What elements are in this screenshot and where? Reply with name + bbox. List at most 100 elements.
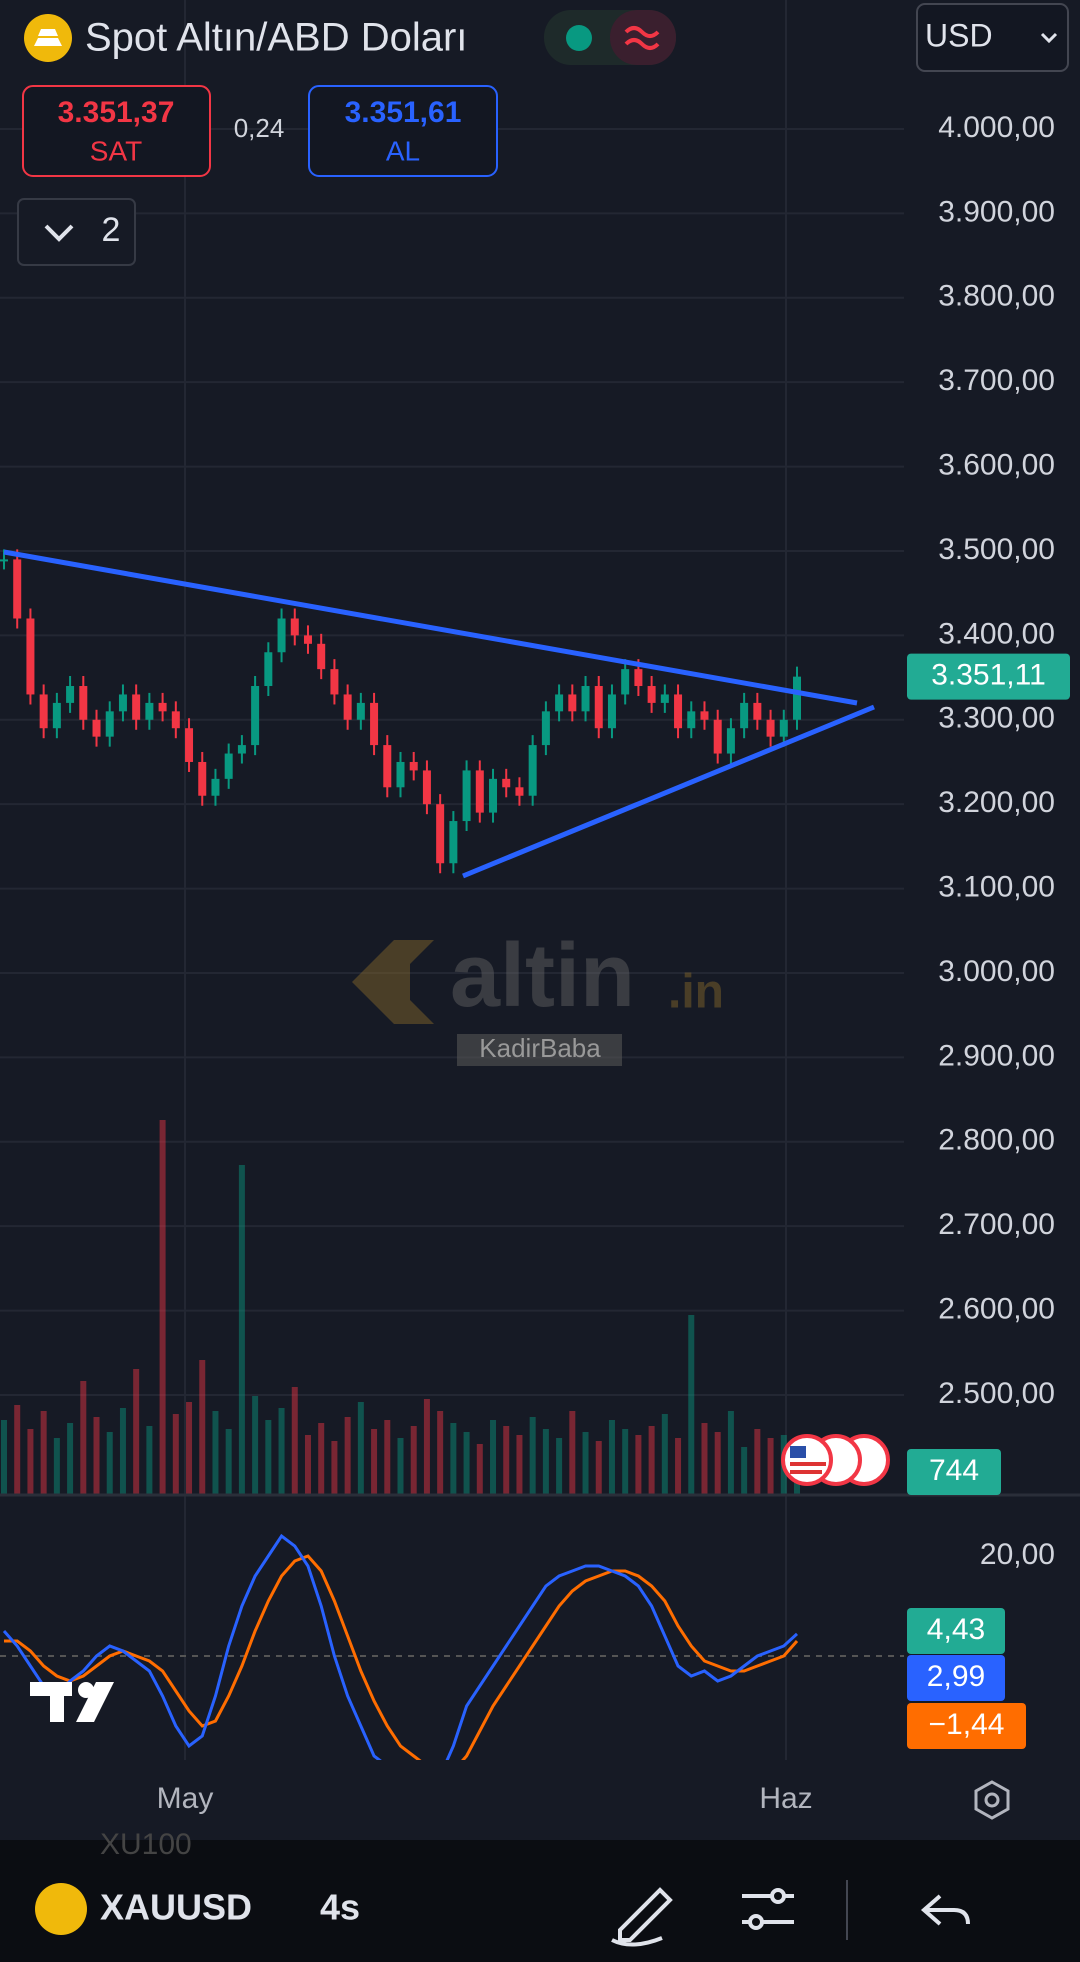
volume-bar xyxy=(767,1438,774,1495)
y-tick-label: 3.400,00 xyxy=(938,617,1055,650)
author: KadirBaba xyxy=(479,1033,601,1063)
ghost-symbol: XU100 xyxy=(100,1828,192,1861)
volume-bar xyxy=(701,1423,708,1495)
volume-bar xyxy=(357,1402,364,1495)
title: Spot Altın/ABD Doları xyxy=(85,16,467,60)
buy-price: 3.351,61 xyxy=(345,96,462,129)
volume-bar xyxy=(252,1396,259,1495)
volume-bar xyxy=(529,1417,536,1495)
buy-button[interactable] xyxy=(308,85,498,177)
settings-icon[interactable] xyxy=(974,1780,1010,1820)
spread: 0,24 xyxy=(234,113,285,143)
buy-label: AL xyxy=(386,135,420,166)
volume-bar xyxy=(93,1417,100,1495)
currency: USD xyxy=(925,17,993,53)
y-tick-label: 3.900,00 xyxy=(938,195,1055,228)
indicator-count: 2 xyxy=(102,211,121,249)
y-tick-label: 2.700,00 xyxy=(938,1208,1055,1241)
volume-bar xyxy=(278,1408,285,1495)
volume-bar xyxy=(199,1360,206,1495)
volume-bar xyxy=(291,1387,298,1495)
settings-sliders[interactable] xyxy=(742,1888,794,1930)
undo[interactable] xyxy=(920,1894,970,1926)
tv-logo xyxy=(30,1682,114,1722)
volume-bar xyxy=(714,1432,721,1495)
event-flags[interactable] xyxy=(781,1434,890,1486)
volume-bar xyxy=(450,1423,457,1495)
wave-icon xyxy=(624,26,660,50)
volume-bar xyxy=(741,1447,748,1495)
volume-bar xyxy=(1,1420,7,1495)
volume-bar xyxy=(212,1411,219,1495)
chevron xyxy=(44,224,74,242)
volume-bar xyxy=(80,1381,87,1495)
watermark-brand: altin xyxy=(450,926,635,1026)
volume-bar xyxy=(503,1426,510,1495)
y-tick-label: 3.000,00 xyxy=(938,955,1055,988)
volume-bar xyxy=(384,1420,391,1495)
value-tag-label: 744 xyxy=(929,1454,979,1487)
currency-select[interactable] xyxy=(916,3,1069,72)
sell-price: 3.351,37 xyxy=(58,96,175,129)
y-tick-label: 3.300,00 xyxy=(938,702,1055,735)
volume-bar xyxy=(476,1444,483,1495)
volume-bar xyxy=(67,1423,74,1495)
value-tag xyxy=(907,653,1070,700)
interval[interactable]: 4s xyxy=(320,1887,360,1928)
volume-bar xyxy=(344,1417,351,1495)
author-box xyxy=(457,1034,622,1066)
volume-bar xyxy=(675,1438,682,1495)
osc-tick-label: 20,00 xyxy=(980,1538,1055,1571)
y-tick-label: 4.000,00 xyxy=(938,111,1055,144)
value-tag-label: 4,43 xyxy=(927,1613,985,1646)
bottom-bar xyxy=(0,1840,1080,1962)
y-tick-label: 3.800,00 xyxy=(938,280,1055,313)
volume-bar xyxy=(304,1435,311,1495)
value-tag-label: −1,44 xyxy=(929,1708,1005,1741)
y-tick-label: 2.800,00 xyxy=(938,1124,1055,1157)
chevron xyxy=(1040,32,1058,44)
y-tick-label: 2.900,00 xyxy=(938,1039,1055,1072)
volume-bar xyxy=(53,1438,60,1495)
volume-bar xyxy=(146,1426,153,1495)
volume-bar xyxy=(542,1429,549,1495)
volume-bar xyxy=(14,1405,21,1495)
status-pill-right xyxy=(610,10,676,65)
volume-bar xyxy=(463,1432,470,1495)
volume-bar xyxy=(622,1429,629,1495)
volume-bar xyxy=(331,1441,338,1495)
volume-bar xyxy=(595,1441,602,1495)
volume-bar xyxy=(119,1408,126,1495)
x-tick-label: May xyxy=(157,1782,214,1815)
volume-bar xyxy=(688,1315,695,1495)
volume-bar xyxy=(608,1420,615,1495)
volume-bar xyxy=(661,1414,668,1495)
sell-label: SAT xyxy=(90,135,142,166)
volume-bar xyxy=(569,1411,576,1495)
market-open-dot xyxy=(566,25,592,51)
volume-bar xyxy=(40,1411,47,1495)
symbol[interactable]: XAUUSD xyxy=(100,1887,252,1928)
volume-bar xyxy=(265,1420,272,1495)
value-tag xyxy=(907,1703,1026,1749)
volume-bar xyxy=(490,1420,497,1495)
volume-bar xyxy=(635,1435,642,1495)
volume-bar xyxy=(27,1429,34,1495)
y-tick-label: 2.500,00 xyxy=(938,1377,1055,1410)
watermark-suffix: .in xyxy=(668,966,724,1019)
volume-bar xyxy=(106,1432,113,1495)
macd-line xyxy=(2,1533,799,1760)
volume-bar xyxy=(186,1402,193,1495)
trendline xyxy=(462,704,875,879)
sell-button[interactable] xyxy=(22,85,211,177)
value-tag-label: 3.351,11 xyxy=(931,659,1046,692)
signal-line xyxy=(4,1554,799,1760)
indicators-toggle[interactable] xyxy=(17,198,136,266)
draw-tool[interactable] xyxy=(611,1887,673,1947)
y-tick-label: 3.100,00 xyxy=(938,870,1055,903)
volume-bar xyxy=(516,1435,523,1495)
y-tick-label: 3.700,00 xyxy=(938,364,1055,397)
symbol-icon xyxy=(35,1883,87,1935)
volume-bar xyxy=(159,1120,166,1495)
volume-bar xyxy=(582,1432,589,1495)
